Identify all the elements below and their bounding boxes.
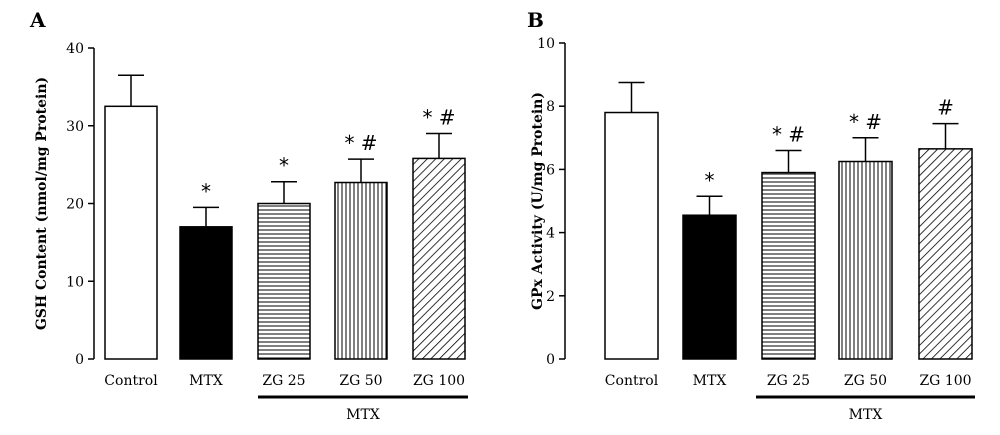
significance-label: * # — [344, 131, 377, 155]
category-label: ZG 25 — [262, 373, 305, 389]
y-tick-label: 0 — [546, 352, 555, 368]
y-tick-label: 6 — [546, 162, 555, 178]
bar-zg-25 — [761, 171, 816, 360]
category-label: Control — [605, 373, 659, 389]
y-tick-label: 10 — [66, 274, 84, 290]
category-label: MTX — [693, 373, 727, 389]
y-tick-label: 30 — [66, 119, 84, 135]
y-tick-label: 4 — [546, 226, 555, 242]
significance-label: * # — [422, 106, 455, 130]
significance-label: * — [705, 168, 715, 192]
y-tick-label: 2 — [546, 289, 555, 305]
bar-zg-25 — [257, 202, 311, 360]
panel-label: A — [29, 8, 46, 32]
bar-zg-100 — [918, 148, 973, 360]
significance-label: * — [279, 154, 289, 178]
bar-zg-50 — [334, 181, 388, 360]
y-tick-label: 10 — [537, 36, 555, 52]
y-axis-label: GSH Content (nmol/mg Protein) — [34, 77, 50, 330]
category-label: ZG 100 — [413, 373, 465, 389]
group-bracket-label: MTX — [346, 407, 380, 423]
bar-mtx — [179, 226, 233, 360]
group-bracket-label: MTX — [849, 407, 883, 423]
bar-control — [104, 105, 158, 360]
significance-label: * # — [849, 110, 882, 134]
category-label: ZG 25 — [767, 373, 810, 389]
significance-label: # — [937, 96, 954, 120]
bar-control — [604, 111, 659, 360]
chart-panel-b: B 0 2 4 6 8 10 GPx Activity (U/mg Protein) Contr… — [527, 8, 975, 423]
y-tick-label: 40 — [66, 41, 84, 57]
chart-panel-a: A 0 10 20 30 40 GSH Content (nmol/mg Protein) C… — [29, 8, 468, 423]
y-tick-label: 20 — [66, 197, 84, 213]
category-label: Control — [104, 373, 158, 389]
category-label: ZG 100 — [919, 373, 971, 389]
bar-mtx — [682, 214, 737, 360]
category-label: MTX — [189, 373, 223, 389]
bar-zg-100 — [412, 157, 466, 360]
category-label: ZG 50 — [844, 373, 887, 389]
y-tick-label: 8 — [546, 99, 555, 115]
y-tick-label: 0 — [75, 352, 84, 368]
significance-label: * # — [772, 122, 805, 146]
bar-zg-50 — [838, 160, 893, 360]
panel-label: B — [527, 8, 544, 32]
significance-label: * — [201, 179, 211, 203]
category-label: ZG 50 — [339, 373, 382, 389]
y-axis-label: GPx Activity (U/mg Protein) — [530, 92, 546, 310]
